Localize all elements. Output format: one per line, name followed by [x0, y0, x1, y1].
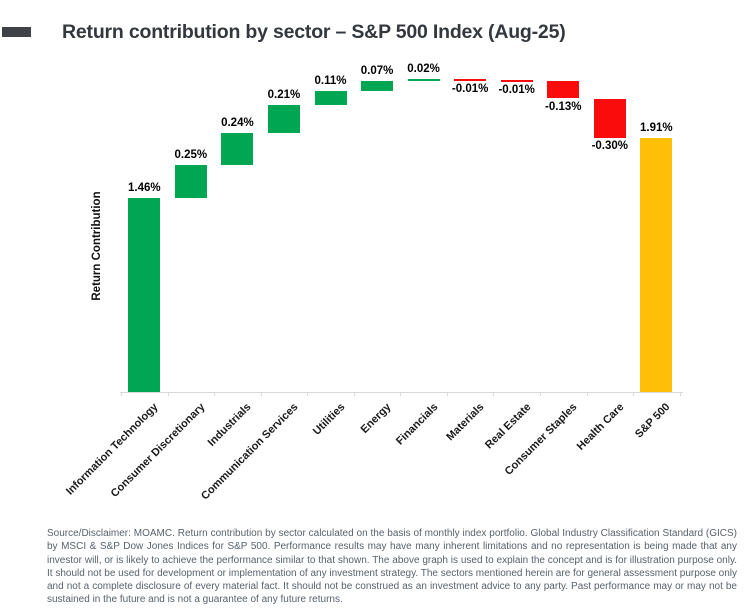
- waterfall-chart: Return Contribution 1.46% Information Tec…: [64, 62, 683, 502]
- bar-real-estate: [500, 79, 533, 83]
- x-axis-tick: [260, 392, 262, 396]
- value-label-materials: -0.01%: [451, 83, 489, 96]
- title-dash-icon: [2, 27, 31, 37]
- value-label-consumer-discretionary: 0.25%: [174, 148, 208, 161]
- x-axis-tick: [214, 392, 216, 396]
- bar-utilities: [314, 90, 347, 106]
- x-axis-tick: [353, 392, 355, 396]
- x-axis-tick: [400, 392, 402, 396]
- x-axis-tick: [167, 392, 169, 396]
- x-axis-tick: [539, 392, 541, 396]
- value-label-industrials: 0.24%: [221, 117, 254, 130]
- x-axis-tick: [633, 392, 635, 396]
- value-label-energy: 0.07%: [360, 65, 394, 78]
- x-axis-tick: [121, 392, 123, 396]
- value-label-consumer-staples: -0.13%: [545, 100, 582, 113]
- bar-communication-services: [267, 105, 300, 134]
- page-title: Return contribution by sector – S&P 500 …: [62, 21, 566, 43]
- bar-health-care: [593, 98, 626, 139]
- value-label-information-technology: 1.46%: [127, 182, 161, 195]
- bar-consumer-staples: [547, 81, 580, 99]
- x-axis-tick: [307, 392, 309, 396]
- bar-information-technology: [128, 198, 161, 392]
- bar-industrials: [221, 133, 254, 165]
- value-label-health-care: -0.30%: [591, 140, 629, 153]
- x-axis-tick: [679, 392, 681, 396]
- x-axis-tick: [446, 392, 448, 396]
- bar-financials: [407, 78, 440, 82]
- value-label-financials: 0.02%: [407, 62, 440, 75]
- bar-energy: [361, 81, 394, 91]
- y-axis-title: Return Contribution: [91, 191, 103, 301]
- x-axis-tick: [586, 392, 588, 396]
- bar-materials: [454, 78, 487, 82]
- x-axis-line: [120, 392, 683, 393]
- bar-consumer-discretionary: [174, 164, 207, 199]
- value-label-communication-services: 0.21%: [267, 89, 301, 102]
- bar-s-p-500: [640, 138, 673, 392]
- x-axis-tick: [493, 392, 495, 396]
- disclaimer-text: Source/Disclaimer: MOAMC. Return contrib…: [47, 528, 738, 606]
- value-label-s-p-500: 1.91%: [640, 122, 673, 135]
- value-label-utilities: 0.11%: [314, 74, 347, 87]
- value-label-real-estate: -0.01%: [498, 84, 535, 97]
